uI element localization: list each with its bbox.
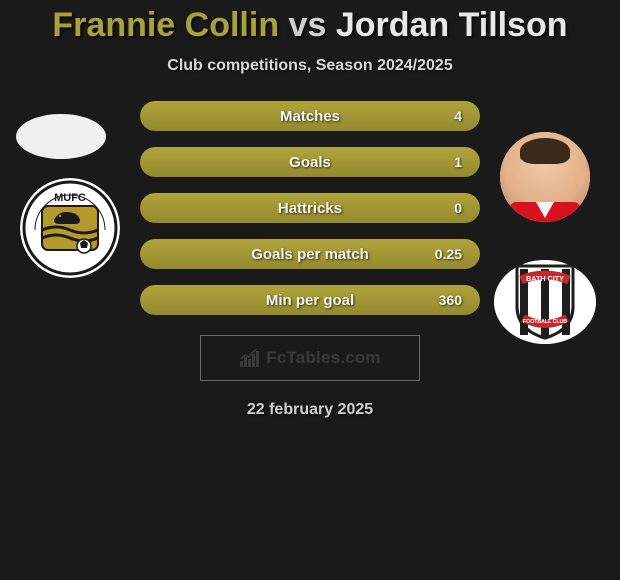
stat-row: Hattricks0 — [140, 193, 480, 223]
stat-rows: Matches4Goals1Hattricks0Goals per match0… — [140, 101, 480, 315]
page-title: Frannie Collin vs Jordan Tillson — [0, 6, 620, 45]
vs-label: vs — [289, 6, 327, 44]
stat-row: Matches4 — [140, 101, 480, 131]
svg-text:BATH CITY: BATH CITY — [526, 274, 564, 283]
player1-name: Frannie Collin — [52, 6, 279, 44]
player1-avatar — [16, 114, 106, 159]
stat-value-right: 360 — [439, 292, 462, 308]
stat-value-right: 4 — [454, 108, 462, 124]
attribution-box: FcTables.com — [200, 335, 420, 381]
stat-label: Goals — [140, 154, 480, 171]
stat-value-right: 0.25 — [435, 246, 462, 262]
date-label: 22 february 2025 — [0, 401, 620, 419]
attribution-text: FcTables.com — [266, 348, 381, 368]
bar-chart-icon — [239, 349, 263, 367]
player2-name: Jordan Tillson — [336, 6, 568, 44]
svg-text:MUFC: MUFC — [54, 192, 86, 204]
subtitle: Club competitions, Season 2024/2025 — [0, 57, 620, 75]
stat-label: Hattricks — [140, 200, 480, 217]
svg-text:FOOTBALL CLUB: FOOTBALL CLUB — [523, 319, 567, 325]
stat-label: Matches — [140, 108, 480, 125]
stat-value-right: 0 — [454, 200, 462, 216]
stat-value-right: 1 — [454, 154, 462, 170]
bath-city-crest: BATH CITY FOOTBALL CLUB — [494, 260, 596, 344]
stat-label: Goals per match — [140, 246, 480, 263]
stat-row: Min per goal360 — [140, 285, 480, 315]
stat-label: Min per goal — [140, 292, 480, 309]
maidstone-united-crest: MUFC — [20, 178, 120, 278]
stat-row: Goals1 — [140, 147, 480, 177]
stat-row: Goals per match0.25 — [140, 239, 480, 269]
player2-avatar — [500, 132, 590, 222]
